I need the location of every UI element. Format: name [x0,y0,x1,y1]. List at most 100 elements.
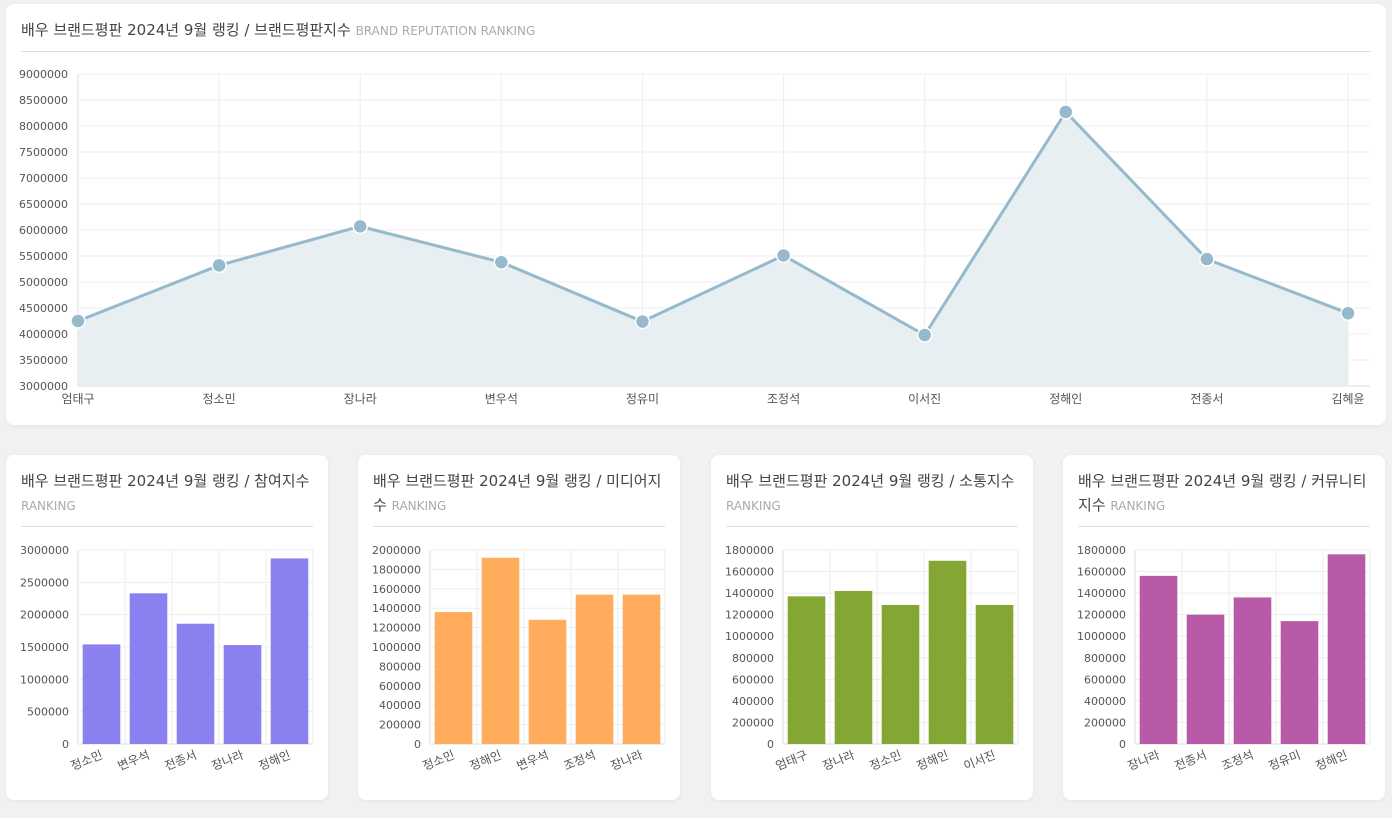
chart-title: 배우 브랜드평판 2024년 9월 랭킹 / 커뮤니티지수 [1078,472,1367,514]
series-line [77,109,1349,338]
data-point [1340,305,1356,321]
x-tick-label: 정해인 [915,748,951,773]
y-tick-label: 5500000 [19,250,68,263]
data-point [634,313,651,330]
y-tick-label: 1000000 [725,630,774,643]
y-tick-label: 200000 [732,716,774,729]
x-tick-label: 정유미 [1267,748,1303,773]
y-tick-label: 1400000 [1077,587,1126,600]
x-tick-label: 변우석 [515,748,551,773]
y-tick-label: 1600000 [725,566,774,579]
y-tick-label: 1500000 [20,641,69,654]
bar [1233,597,1272,744]
chart-title: 배우 브랜드평판 2024년 9월 랭킹 / 브랜드평판지수 [21,21,351,39]
y-tick-label: 1800000 [725,544,774,557]
bar [975,604,1014,744]
data-point [493,254,510,270]
bar [622,594,661,744]
bar [481,557,520,744]
y-tick-label: 6500000 [19,198,68,211]
y-tick-label: 1200000 [372,622,421,635]
y-tick-label: 200000 [1084,716,1126,729]
y-tick-label: 1200000 [1077,609,1126,622]
y-tick-label: 1800000 [1077,544,1126,557]
data-point [352,218,368,235]
x-tick-label: 정유미 [626,392,659,406]
chart-subtitle: RANKING [1110,499,1166,513]
bar [1186,614,1225,744]
chart-header: 배우 브랜드평판 2024년 9월 랭킹 / 브랜드평판지수 BRAND REP… [21,18,1371,52]
communication-bar-chart: 0 200000 400000 600000 800000 1000000 1200000 1… [725,544,1019,773]
reputation-line-chart: 3000000 3500000 4000000 4500000 5000000 55000… [19,68,1370,406]
y-tick-label: 1600000 [1077,566,1126,579]
y-tick-label: 800000 [732,652,774,665]
y-tick-label: 1600000 [372,583,421,596]
x-tick-label: 변우석 [116,748,152,773]
x-tick-label: 정해인 [1314,748,1350,773]
y-tick-label: 1400000 [725,587,774,600]
y-tick-label: 2500000 [20,576,69,589]
area-fill [78,111,1348,387]
chart-title: 배우 브랜드평판 2024년 9월 랭킹 / 참여지수 [21,472,310,490]
x-tick-label: 정소민 [203,392,236,406]
bar [834,590,873,744]
y-tick-label: 1200000 [725,609,774,622]
bar [928,560,967,744]
y-tick-label: 0 [767,738,774,751]
reputation-chart-card: 배우 브랜드평판 2024년 9월 랭킹 / 브랜드평판지수 BRAND REP… [6,4,1386,425]
bar [528,619,567,744]
x-tick-label: 전종서 [1190,392,1223,406]
y-tick-label: 600000 [1084,673,1126,686]
x-tick-label: 김혜윤 [1331,392,1364,406]
y-tick-label: 800000 [379,660,421,673]
bar [82,644,121,744]
y-tick-label: 7500000 [19,146,68,159]
x-tick-label: 정소민 [421,748,457,773]
y-tick-label: 7000000 [19,172,68,185]
data-point [70,313,86,329]
participation-chart-card: 배우 브랜드평판 2024년 9월 랭킹 / 참여지수 RANKING 0 500… [6,455,328,800]
chart-subtitle: RANKING [21,499,76,513]
y-tick-label: 3000000 [19,380,68,393]
chart-header: 배우 브랜드평판 2024년 9월 랭킹 / 커뮤니티지수 RANKING [1078,469,1370,527]
y-tick-label: 3500000 [19,354,68,367]
chart-subtitle: BRAND REPUTATION RANKING [355,24,536,38]
y-tick-label: 600000 [379,680,421,693]
y-tick-label: 2000000 [20,609,69,622]
y-tick-label: 1000000 [20,673,69,686]
x-tick-label: 정해인 [468,748,504,773]
y-tick-label: 200000 [379,719,421,732]
data-point [1058,104,1074,120]
bar [176,623,215,744]
communication-chart-card: 배우 브랜드평판 2024년 9월 랭킹 / 소통지수 RANKING 0 200… [711,455,1033,800]
bar [881,604,920,744]
chart-subtitle: RANKING [391,499,447,513]
y-tick-label: 0 [414,738,421,751]
chart-header: 배우 브랜드평판 2024년 9월 랭킹 / 소통지수 RANKING [726,469,1018,527]
y-tick-label: 5000000 [19,276,68,289]
y-tick-label: 0 [62,738,69,751]
chart-title: 배우 브랜드평판 2024년 9월 랭킹 / 소통지수 [726,472,1015,490]
x-tick-label: 조정석 [562,748,598,773]
x-tick-label: 정해인 [257,748,293,773]
bar [1139,575,1178,744]
x-tick-label: 엄태구 [774,748,810,773]
bar [787,596,826,744]
chart-header: 배우 브랜드평판 2024년 9월 랭킹 / 참여지수 RANKING [21,469,313,527]
x-tick-label: 정해인 [1049,392,1082,406]
data-point [211,257,227,274]
y-tick-label: 600000 [732,673,774,686]
x-tick-label: 정소민 [69,748,105,773]
y-tick-label: 1400000 [372,602,421,615]
x-tick-label: 전종서 [1173,748,1209,773]
y-tick-label: 400000 [379,699,421,712]
bar [575,594,614,744]
y-tick-label: 9000000 [19,68,68,81]
media-bar-chart: 0 200000 400000 600000 800000 1000000 1200000 1… [372,544,666,773]
x-tick-label: 장나라 [821,748,857,773]
y-tick-label: 2000000 [372,544,421,557]
chart-header: 배우 브랜드평판 2024년 9월 랭킹 / 미디어지수 RANKING [373,469,665,527]
x-tick-label: 조정석 [767,392,800,406]
y-tick-label: 400000 [1084,695,1126,708]
data-point [1199,251,1215,267]
